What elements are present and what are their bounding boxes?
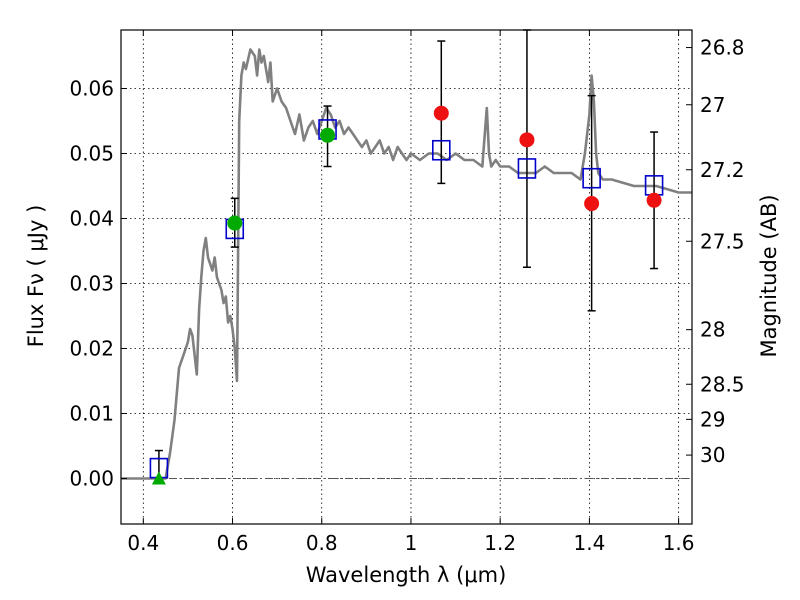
y-tick-label: 0.03 [69, 272, 114, 296]
upper-limit-triangle [151, 471, 166, 485]
x-tick-label: 1.6 [663, 531, 695, 555]
x-tick-label: 1 [405, 531, 418, 555]
model-flux-box [582, 167, 601, 189]
y2-tick-label: 30 [700, 443, 725, 467]
y2-tick-label: 27.5 [700, 229, 745, 253]
axes-frame [120, 29, 693, 525]
y2-tick-label: 28.5 [700, 372, 745, 396]
y-tick-label: 0.05 [69, 142, 114, 166]
detected-flux-point [227, 215, 243, 231]
x-axis-ticks: 0.4 0.6 0.8 1 1.2 1.4 1.6 [127, 30, 695, 555]
photometric-flux-point [519, 132, 535, 148]
y2-tick-label: 29 [700, 407, 725, 431]
spectrum-line [121, 48, 692, 480]
observed-points [151, 105, 662, 485]
x-axis-label: Wavelength λ (μm) [306, 563, 507, 587]
x-tick-label: 0.6 [217, 531, 249, 555]
model-points [149, 119, 664, 479]
y2-axis-ticks: 26.8 27 27.2 27.5 28 28.5 29 30 [686, 36, 745, 467]
model-flux-box [517, 158, 537, 179]
y-tick-label: 0.01 [69, 402, 114, 426]
y2-tick-label: 26.8 [700, 36, 745, 60]
model-flux-box [431, 139, 451, 161]
y-tick-label: 0.00 [69, 467, 114, 491]
y-tick-label: 0.06 [69, 77, 114, 101]
y2-axis-label: Magnitude (AB) [757, 194, 781, 357]
detected-flux-point [320, 127, 336, 143]
y2-tick-label: 28 [700, 318, 725, 342]
plot-frame [120, 29, 693, 525]
y-tick-label: 0.04 [69, 207, 114, 231]
y-axis-label: Flux Fν ( μJy ) [24, 205, 48, 348]
y-axis-ticks: 0.00 0.01 0.02 0.03 0.04 0.05 0.06 [69, 77, 127, 491]
plot-background [121, 30, 692, 524]
y2-tick-label: 27.2 [700, 158, 745, 182]
y2-tick-label: 27 [700, 93, 725, 117]
plot-area [121, 30, 692, 524]
x-tick-label: 0.4 [127, 531, 159, 555]
photometric-flux-point [646, 192, 662, 208]
x-tick-label: 0.8 [306, 531, 338, 555]
x-tick-label: 1.4 [573, 531, 605, 555]
spectrum-layer [121, 48, 692, 480]
y-tick-label: 0.02 [69, 337, 114, 361]
photometric-flux-point [433, 105, 449, 121]
x-tick-label: 1.2 [484, 531, 516, 555]
photometric-flux-point [584, 196, 600, 212]
